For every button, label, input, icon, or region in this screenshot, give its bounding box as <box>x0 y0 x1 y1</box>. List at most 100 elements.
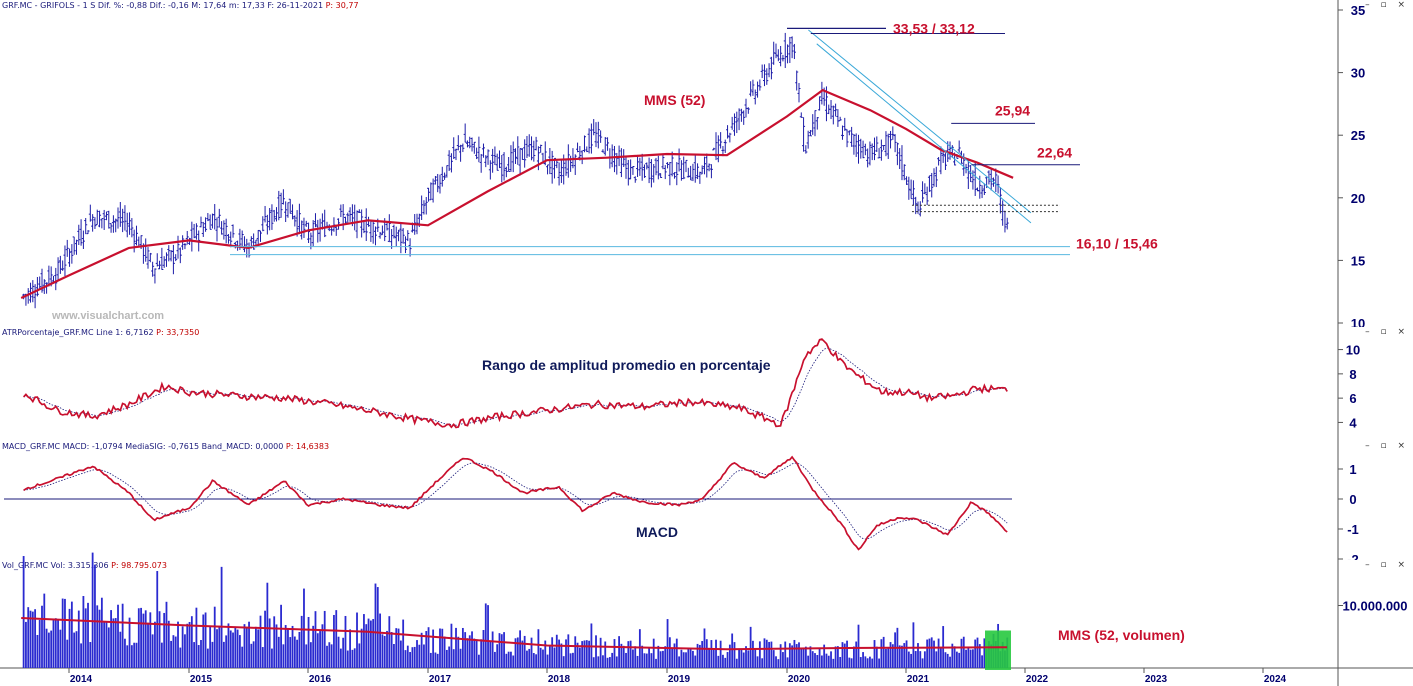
volume-bar <box>807 655 810 668</box>
y-tick-label: -1 <box>1347 522 1359 537</box>
macd-window-controls[interactable]: – ▫ × <box>1365 441 1409 451</box>
volume-bar <box>114 618 117 668</box>
volume-bar <box>689 649 692 668</box>
volume-bar <box>687 648 690 668</box>
volume-bar <box>843 643 846 668</box>
volume-bar <box>41 605 43 668</box>
volume-panel: Vol_GRF.MC Vol: 3.315.306 P: 98.795.073 … <box>0 552 1413 686</box>
volume-bar <box>291 625 294 668</box>
y-tick-label: 25 <box>1351 128 1365 143</box>
volume-bar <box>756 656 759 668</box>
volume-bar <box>57 620 59 668</box>
volume-bar <box>172 635 175 668</box>
volume-bar <box>218 625 221 668</box>
volume-bar <box>87 602 89 668</box>
volume-bar <box>901 645 903 668</box>
volume-bar <box>523 635 526 668</box>
annotation-r1: 25,94 <box>995 102 1030 118</box>
volume-bar <box>500 634 503 668</box>
volume-bar <box>581 641 584 668</box>
volume-bar <box>754 649 757 668</box>
volume-bar <box>126 645 129 668</box>
volume-bar <box>944 652 947 668</box>
volume-bar <box>615 656 618 668</box>
volume-bar <box>548 646 551 668</box>
volume-bar <box>300 615 303 668</box>
volume-bar <box>296 639 299 668</box>
volume-bar <box>434 652 437 668</box>
x-tick-label: 2017 <box>429 674 452 685</box>
volume-bar <box>535 654 538 668</box>
volume-bar <box>869 656 871 668</box>
annotation-r2: 22,64 <box>1037 145 1072 161</box>
volume-bar <box>728 644 731 668</box>
volume-bar <box>459 648 462 668</box>
volume-bar <box>926 639 929 668</box>
volume-bar <box>177 621 179 668</box>
volume-bar <box>528 648 531 668</box>
volume-bar <box>650 653 653 668</box>
volume-bar <box>70 601 73 668</box>
volume-bar <box>905 640 908 668</box>
macd-panel-title: MACD_GRF.MC MACD: -1,0794 MediaSIG: -0,7… <box>2 442 330 451</box>
volume-bar <box>376 587 379 668</box>
volume-bar <box>418 644 421 668</box>
volume-bar <box>712 648 715 668</box>
volume-bar <box>365 624 368 668</box>
volume-bar <box>282 644 285 668</box>
volume-bar <box>156 571 159 668</box>
volume-bar <box>423 644 425 668</box>
volume-bar <box>427 627 430 668</box>
volume-bar <box>795 644 798 668</box>
volume-bar <box>395 628 398 668</box>
volume-bar <box>268 618 271 668</box>
y-tick-label: 0 <box>1349 492 1356 507</box>
volume-bar <box>227 623 230 668</box>
volume-bar <box>685 652 687 668</box>
volume-bar <box>25 621 27 668</box>
volume-bar <box>411 647 414 668</box>
volume-bar <box>404 650 407 668</box>
volume-bar <box>34 609 37 668</box>
volume-bar <box>222 641 225 668</box>
volume-bar <box>935 651 938 668</box>
x-tick-label: 2018 <box>548 674 571 685</box>
volume-bar <box>576 642 579 668</box>
volume-bar <box>604 641 607 668</box>
volume-bar <box>772 650 775 668</box>
volume-bar <box>475 639 478 668</box>
volume-bar <box>75 631 78 668</box>
volume-bar <box>675 638 678 668</box>
volume-bar <box>206 648 209 668</box>
volume-bar <box>595 635 597 668</box>
volume-bar <box>692 650 694 668</box>
volume-bar <box>73 632 76 668</box>
volume-bar <box>850 658 853 668</box>
volume-bar <box>36 634 39 668</box>
volume-bar <box>937 638 940 668</box>
annotation-mms: MMS (52) <box>644 92 705 108</box>
volume-bar <box>321 624 324 668</box>
volume-bar <box>43 593 46 668</box>
volume-bar <box>972 649 974 668</box>
volume-bar <box>668 637 671 668</box>
volume-bar <box>337 636 340 668</box>
volume-bar <box>80 643 82 668</box>
volume-bar <box>558 639 560 668</box>
volume-bar <box>951 643 954 668</box>
y-tick-label: 35 <box>1351 3 1365 18</box>
volume-window-controls[interactable]: – ▫ × <box>1365 560 1409 570</box>
volume-bar <box>119 631 122 668</box>
volume-bar <box>798 642 800 668</box>
volume-bar <box>786 657 789 668</box>
y-tick-label: 10 <box>1346 343 1360 358</box>
watermark: www.visualchart.com <box>51 310 164 322</box>
volume-bar <box>305 644 308 668</box>
volume-bar <box>482 630 485 668</box>
volume-bar <box>634 646 637 668</box>
atr-window-controls[interactable]: – ▫ × <box>1365 327 1409 337</box>
window-controls[interactable]: – ▫ × <box>1365 0 1409 10</box>
volume-bar <box>158 611 161 668</box>
volume-bar <box>740 649 743 668</box>
